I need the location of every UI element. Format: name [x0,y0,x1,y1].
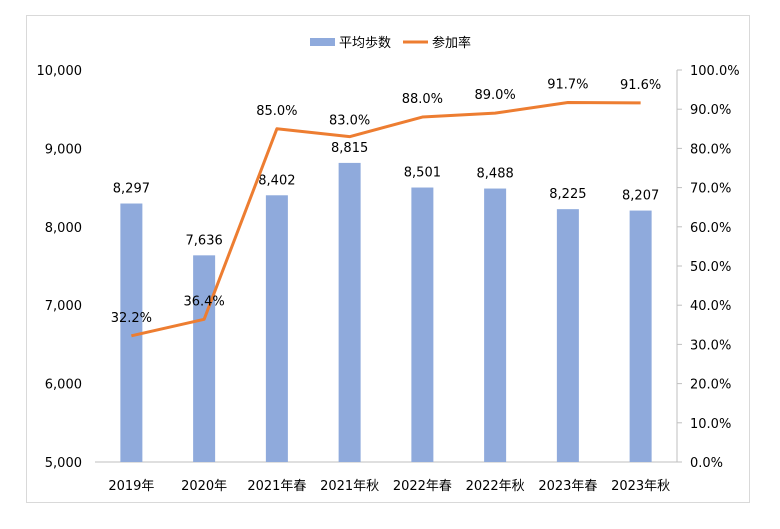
line-data-label: 85.0% [256,104,297,119]
line-data-label: 32.2% [111,311,152,326]
bar-data-labels: 8,297 7,636 8,402 8,815 8,501 8,488 8,225 8,207 [113,141,659,248]
x-tick-label: 2023年秋 [611,479,670,494]
bar-data-label: 8,488 [477,167,514,182]
right-tick-label: 90.0% [690,103,731,118]
bar-data-label: 8,501 [404,166,441,181]
right-tick-label: 40.0% [690,299,731,314]
bar [484,188,507,462]
bar-data-label: 8,207 [622,189,659,204]
line-data-label: 83.0% [329,114,370,129]
legend-swatch-steps [310,38,335,46]
line-data-label: 36.4% [183,294,224,309]
right-axis-ticks: 0.0% 10.0% 20.0% 30.0% 40.0% 50.0% 60.0% 70.0% 8… [690,64,740,471]
x-tick-label: 2019年 [108,479,154,494]
left-tick-label: 8,000 [45,221,82,236]
bar-data-label: 7,636 [186,233,223,248]
legend: 平均歩数 参加率 [310,35,471,51]
legend-label-steps: 平均歩数 [339,36,391,51]
x-tick-label: 2020年 [181,479,227,494]
bar [411,187,434,462]
bar-series [120,162,652,463]
bar [193,255,216,462]
x-tick-label: 2023年春 [538,479,597,494]
right-tick-label: 70.0% [690,182,731,197]
bar [629,210,652,462]
right-axis-tick-marks [677,69,682,463]
left-tick-label: 7,000 [45,299,82,314]
right-tick-label: 10.0% [690,417,731,432]
left-axis-ticks: 5,000 6,000 7,000 8,000 9,000 10,000 [37,64,83,471]
left-tick-label: 6,000 [45,378,82,393]
right-tick-label: 100.0% [690,64,740,79]
line-data-label: 91.6% [620,78,661,93]
x-tick-label: 2021年秋 [320,479,379,494]
chart-frame [26,15,750,503]
line-data-label: 89.0% [474,88,515,103]
bar [265,195,288,462]
legend-label-participation: 参加率 [432,35,471,51]
line-series [131,101,641,338]
bar-data-label: 8,225 [549,187,586,202]
bar-data-label: 8,402 [258,173,295,188]
line-data-labels: 32.2% 36.4% 85.0% 83.0% 88.0% 89.0% 91.7% 91.6% [111,78,662,326]
bar-data-label: 8,297 [113,182,150,197]
x-tick-label: 2022年秋 [466,479,525,494]
left-tick-label: 5,000 [45,456,82,471]
x-axis-ticks: 2019年 2020年 2021年春 2021年秋 2022年春 2022年秋 2023年春… [108,479,670,494]
x-tick-label: 2022年春 [393,479,452,494]
participation-line [131,101,641,338]
left-tick-label: 9,000 [45,142,82,157]
right-tick-label: 20.0% [690,378,731,393]
right-tick-label: 80.0% [690,142,731,157]
right-tick-label: 50.0% [690,260,731,275]
bar [338,162,361,463]
right-tick-label: 0.0% [690,456,723,471]
left-tick-label: 10,000 [37,64,83,79]
bar [556,209,579,462]
bar [120,203,143,462]
line-data-label: 91.7% [547,78,588,93]
right-tick-label: 30.0% [690,338,731,353]
bar-data-label: 8,815 [331,141,368,156]
line-data-label: 88.0% [402,92,443,107]
x-tick-label: 2021年春 [247,479,306,494]
right-tick-label: 60.0% [690,221,731,236]
